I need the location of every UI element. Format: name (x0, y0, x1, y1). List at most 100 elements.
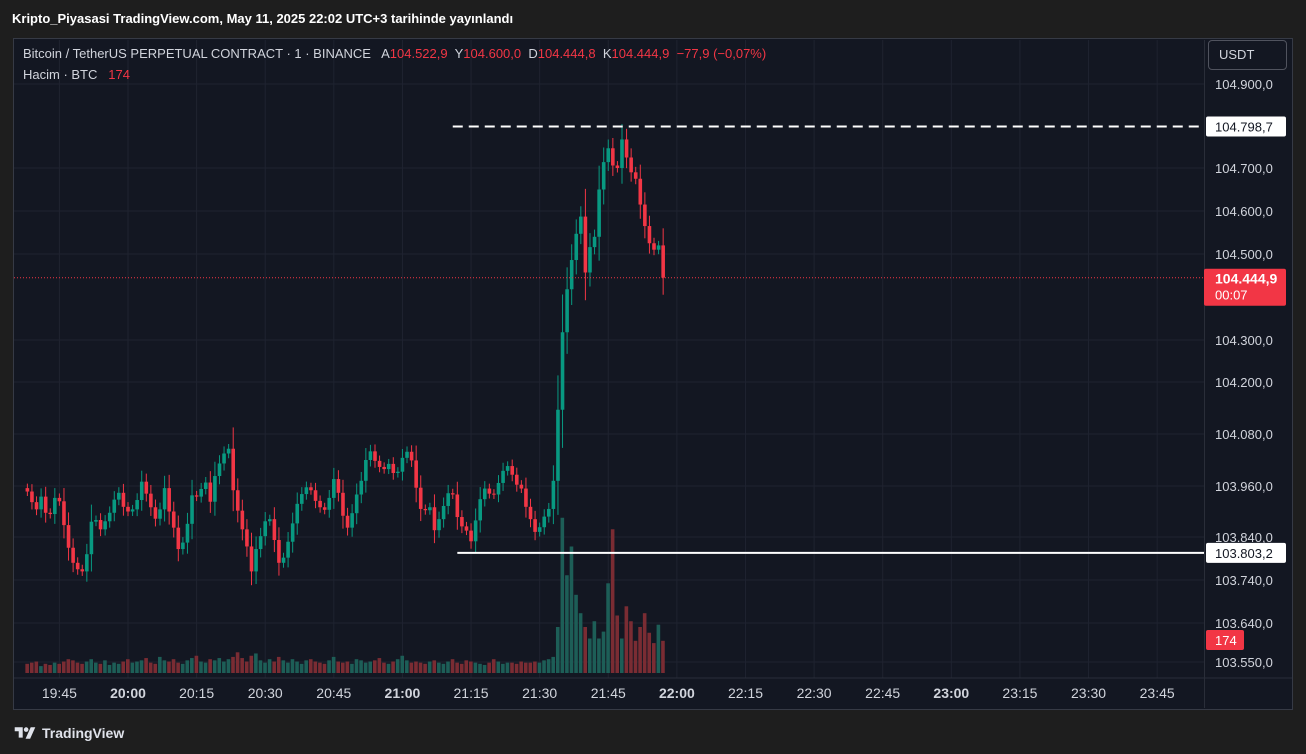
candle-body[interactable] (574, 233, 579, 261)
candle-body[interactable] (350, 513, 354, 528)
candle-body[interactable] (597, 189, 601, 237)
candle-body[interactable] (487, 488, 492, 494)
candle-body[interactable] (510, 466, 515, 475)
candle-body[interactable] (30, 491, 34, 503)
volume-label[interactable]: Hacim · BTC (23, 67, 98, 82)
candle-body[interactable] (75, 562, 80, 570)
candle-body[interactable] (386, 463, 391, 470)
candle-body[interactable] (556, 409, 560, 481)
candle-body[interactable] (624, 139, 629, 158)
candle-body[interactable] (482, 488, 487, 500)
candle-body[interactable] (643, 204, 647, 227)
candle-body[interactable] (162, 488, 167, 510)
candle-body[interactable] (469, 530, 473, 542)
candle-body[interactable] (304, 487, 309, 495)
candle-body[interactable] (34, 502, 39, 510)
candle-body[interactable] (354, 494, 359, 514)
candle-body[interactable] (620, 139, 624, 168)
candle-body[interactable] (185, 523, 190, 543)
candle-body[interactable] (661, 245, 665, 278)
candle-body[interactable] (579, 216, 583, 234)
candle-body[interactable] (231, 448, 236, 491)
candle-body[interactable] (94, 520, 98, 522)
candle-body[interactable] (300, 494, 304, 504)
candle-body[interactable] (364, 460, 368, 481)
candle-body[interactable] (57, 497, 62, 502)
candle-body[interactable] (496, 482, 501, 495)
candle-body[interactable] (203, 482, 208, 489)
candle-body[interactable] (588, 247, 592, 273)
candle-body[interactable] (432, 507, 437, 531)
candle-body[interactable] (542, 516, 547, 528)
candle-body[interactable] (652, 243, 656, 250)
candle-body[interactable] (414, 460, 418, 488)
candle-body[interactable] (460, 517, 464, 527)
candle-body[interactable] (478, 499, 482, 521)
candle-body[interactable] (208, 482, 213, 502)
chart-frame[interactable] (13, 38, 1293, 710)
candle-body[interactable] (359, 480, 364, 495)
candle-body[interactable] (153, 507, 158, 519)
candle-body[interactable] (135, 500, 139, 510)
candle-body[interactable] (638, 178, 643, 205)
candle-body[interactable] (373, 451, 377, 461)
candle-body[interactable] (249, 546, 254, 572)
candle-body[interactable] (309, 487, 313, 491)
candle-body[interactable] (213, 476, 217, 502)
candle-body[interactable] (647, 226, 652, 244)
candle-body[interactable] (71, 547, 75, 563)
candle-body[interactable] (551, 480, 556, 509)
candle-body[interactable] (519, 484, 524, 489)
candle-body[interactable] (190, 495, 194, 524)
candle-body[interactable] (263, 521, 268, 537)
candle-body[interactable] (565, 289, 569, 333)
candle-body[interactable] (656, 245, 661, 250)
candle-body[interactable] (464, 526, 469, 531)
candle-body[interactable] (345, 515, 350, 528)
candle-body[interactable] (126, 506, 130, 512)
candle-body[interactable] (446, 493, 450, 506)
candle-body[interactable] (39, 496, 43, 510)
candle-body[interactable] (318, 500, 322, 508)
candle-body[interactable] (492, 493, 496, 495)
candle-body[interactable] (149, 493, 153, 508)
candle-body[interactable] (286, 541, 290, 558)
candle-body[interactable] (455, 494, 460, 518)
candle-body[interactable] (139, 481, 144, 501)
candle-body[interactable] (400, 457, 405, 472)
symbol-description[interactable]: Bitcoin / TetherUS PERPETUAL CONTRACT · … (23, 46, 371, 61)
candle-body[interactable] (267, 519, 272, 522)
candle-body[interactable] (25, 488, 30, 492)
candle-body[interactable] (396, 471, 400, 473)
candle-body[interactable] (391, 463, 396, 473)
candle-body[interactable] (332, 479, 336, 498)
candle-body[interactable] (615, 165, 620, 168)
candle-body[interactable] (341, 492, 345, 516)
candle-body[interactable] (633, 172, 638, 179)
candle-body[interactable] (441, 505, 446, 520)
candle-body[interactable] (98, 520, 103, 530)
candle-body[interactable] (368, 451, 373, 460)
candle-body[interactable] (167, 488, 171, 512)
candle-body[interactable] (199, 488, 203, 497)
candle-body[interactable] (62, 501, 66, 526)
candle-body[interactable] (547, 508, 551, 517)
candle-body[interactable] (117, 492, 121, 500)
candle-body[interactable] (254, 549, 258, 572)
candle-body[interactable] (130, 509, 135, 512)
candle-body[interactable] (336, 479, 341, 493)
candle-body[interactable] (537, 527, 542, 532)
candle-body[interactable] (606, 148, 611, 163)
candle-body[interactable] (583, 216, 588, 273)
candle-body[interactable] (258, 536, 263, 550)
candle-body[interactable] (437, 519, 441, 531)
candle-body[interactable] (226, 448, 231, 454)
candle-body[interactable] (313, 490, 318, 501)
candle-body[interactable] (560, 332, 565, 410)
candle-body[interactable] (290, 523, 295, 542)
candle-body[interactable] (514, 474, 519, 485)
candle-body[interactable] (217, 463, 222, 477)
candle-body[interactable] (89, 521, 94, 555)
candle-body[interactable] (505, 466, 510, 471)
